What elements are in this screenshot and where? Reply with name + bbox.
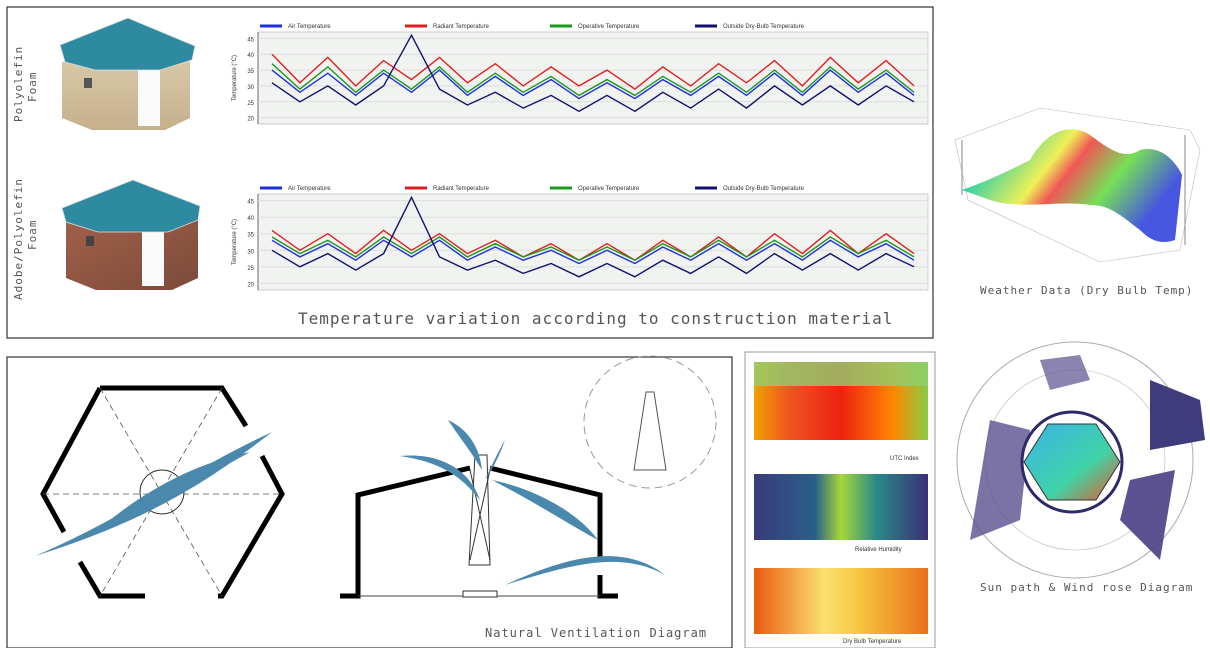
sunpath-panel: Sun path & Wind rose Diagram bbox=[957, 342, 1205, 594]
y-tick-label: 20 bbox=[247, 282, 254, 288]
label-line: Foam bbox=[26, 220, 39, 251]
ventilation-panel: Natural Ventilation Diagram bbox=[7, 356, 732, 648]
heatmap-label: Dry Bulb Temperature bbox=[843, 639, 902, 645]
y-tick-label: 40 bbox=[247, 216, 254, 222]
label-line: Foam bbox=[26, 72, 39, 103]
wind-rose bbox=[1150, 380, 1205, 450]
y-tick-label: 40 bbox=[247, 53, 254, 59]
house-model-part bbox=[86, 236, 94, 246]
page: PolyolefinFoam Adobe/PolyolefinFoam 2025… bbox=[0, 0, 1210, 648]
y-axis-label: Temperature (°C) bbox=[232, 219, 238, 265]
caption: Natural Ventilation Diagram bbox=[485, 626, 707, 640]
sunpath-panel-part bbox=[970, 420, 1030, 540]
house-model-part bbox=[84, 78, 92, 88]
weather-panel-part bbox=[962, 129, 1182, 242]
y-tick-label: 35 bbox=[247, 233, 254, 239]
y-tick-label: 30 bbox=[247, 85, 254, 91]
y-tick-label: 25 bbox=[247, 266, 254, 272]
caption: Sun path & Wind rose Diagram bbox=[980, 581, 1193, 594]
house-model-part bbox=[138, 68, 160, 126]
label-line: Adobe/Polyolefin bbox=[12, 178, 25, 300]
heatmap-label: UTC Index bbox=[890, 456, 919, 462]
legend-label: Radiant Temperature bbox=[433, 186, 490, 192]
legend-label: Operative Temperature bbox=[578, 24, 640, 30]
y-tick-label: 45 bbox=[247, 37, 254, 43]
y-tick-label: 20 bbox=[247, 117, 254, 123]
weather-panel: Weather Data (Dry Bulb Temp) bbox=[955, 108, 1200, 297]
top-panel: PolyolefinFoam Adobe/PolyolefinFoam 2025… bbox=[7, 7, 933, 338]
legend-label: Outside Dry-Bulb Temperature bbox=[723, 24, 805, 30]
heatmap-panel: UTC Index Relative Humidity Dry Bulb Tem… bbox=[745, 352, 935, 648]
legend-label: Air Temperature bbox=[288, 24, 331, 30]
heatmap bbox=[754, 474, 928, 540]
caption: Temperature variation according to const… bbox=[298, 309, 893, 328]
heatmap-panel-part bbox=[754, 362, 928, 386]
caption: Weather Data (Dry Bulb Temp) bbox=[980, 284, 1193, 297]
collage: PolyolefinFoam Adobe/PolyolefinFoam 2025… bbox=[0, 0, 1210, 648]
floor-vent bbox=[463, 591, 497, 597]
y-tick-label: 25 bbox=[247, 101, 254, 107]
house-model-part bbox=[62, 60, 190, 130]
sunpath-panel-part bbox=[1040, 355, 1090, 390]
sunpath-panel-part bbox=[1120, 470, 1175, 560]
y-axis-label: Temperature (°C) bbox=[232, 55, 238, 101]
legend-label: Operative Temperature bbox=[578, 186, 640, 192]
legend-label: Radiant Temperature bbox=[433, 24, 490, 30]
label-line: Polyolefin bbox=[12, 46, 25, 122]
legend-label: Outside Dry-Bulb Temperature bbox=[723, 186, 805, 192]
y-tick-label: 45 bbox=[247, 200, 254, 206]
heatmap-label: Relative Humidity bbox=[855, 547, 902, 553]
y-tick-label: 35 bbox=[247, 69, 254, 75]
y-tick-label: 30 bbox=[247, 249, 254, 255]
heatmap bbox=[754, 568, 928, 634]
legend-label: Air Temperature bbox=[288, 186, 331, 192]
panel-frame bbox=[7, 357, 732, 648]
